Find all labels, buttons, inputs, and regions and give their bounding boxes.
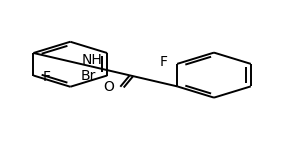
- Text: O: O: [103, 80, 114, 94]
- Text: Br: Br: [81, 69, 96, 82]
- Text: NH: NH: [82, 53, 103, 67]
- Text: F: F: [43, 70, 51, 84]
- Text: F: F: [160, 55, 168, 69]
